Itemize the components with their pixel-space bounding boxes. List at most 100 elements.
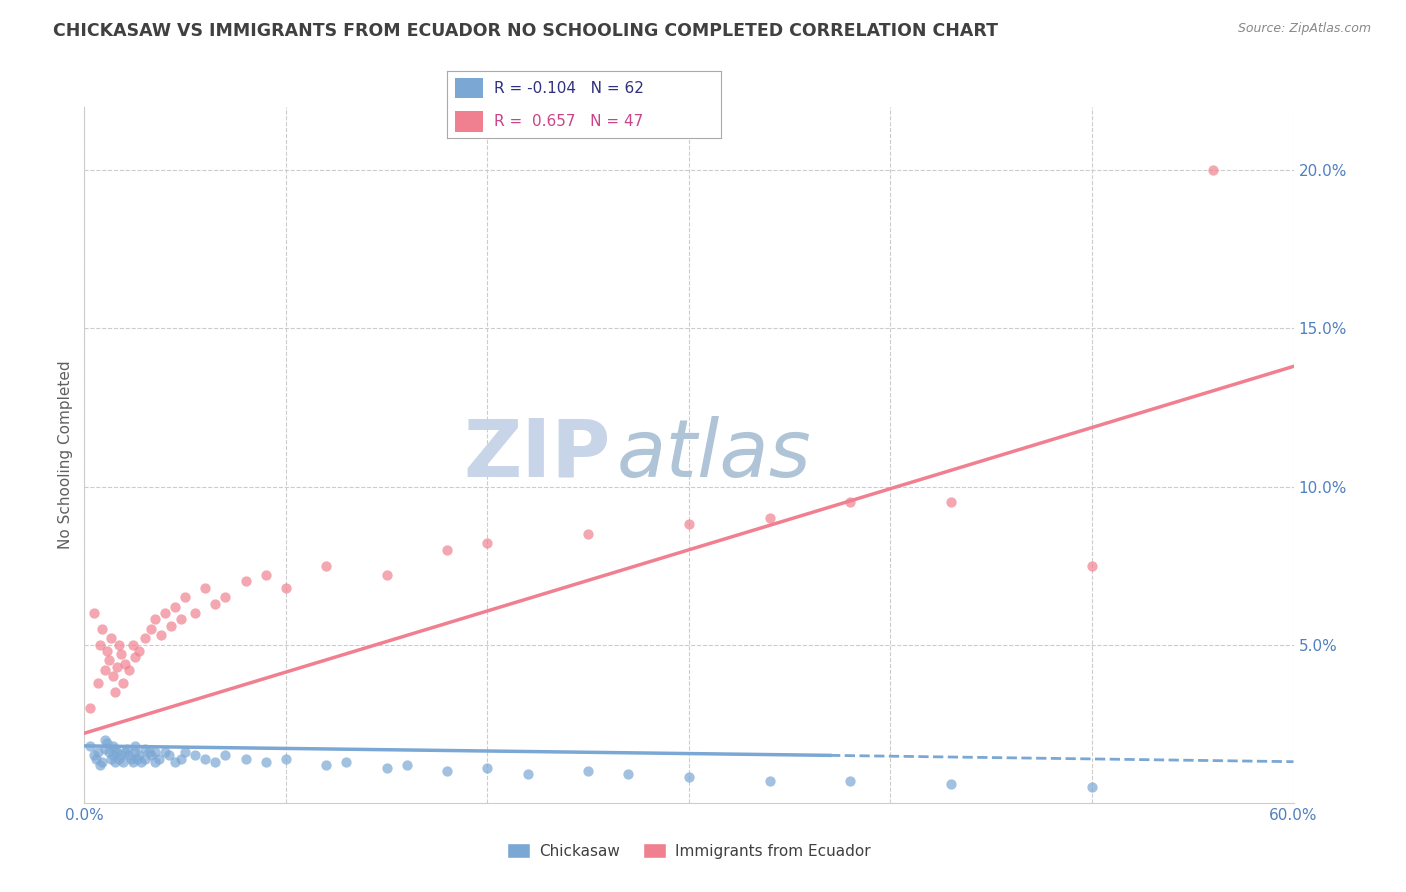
Point: [678, 771, 700, 785]
Point: [165, 599, 187, 614]
Bar: [456, 78, 482, 98]
Point: [153, 606, 176, 620]
Point: [170, 612, 193, 626]
Point: [138, 745, 160, 759]
Point: [516, 767, 538, 781]
Point: [143, 755, 166, 769]
Point: [124, 650, 146, 665]
Point: [124, 745, 146, 759]
Point: [315, 558, 337, 573]
Point: [165, 755, 187, 769]
Text: Source: ZipAtlas.com: Source: ZipAtlas.com: [1237, 22, 1371, 36]
Point: [143, 612, 166, 626]
Point: [254, 755, 277, 769]
Text: ZIP: ZIP: [463, 416, 610, 494]
Point: [335, 755, 357, 769]
Point: [93, 732, 115, 747]
Point: [184, 606, 207, 620]
Point: [101, 669, 124, 683]
Point: [839, 495, 862, 509]
Point: [100, 751, 122, 765]
Point: [128, 644, 150, 658]
Point: [93, 742, 115, 756]
Point: [235, 751, 257, 765]
Point: [235, 574, 257, 589]
Point: [153, 745, 176, 759]
Point: [134, 742, 156, 756]
Point: [839, 773, 862, 788]
Point: [576, 527, 599, 541]
Point: [101, 748, 124, 763]
Point: [139, 622, 162, 636]
Point: [114, 745, 136, 759]
Point: [114, 657, 136, 671]
Point: [1202, 163, 1225, 178]
Legend: Chickasaw, Immigrants from Ecuador: Chickasaw, Immigrants from Ecuador: [501, 837, 877, 864]
Point: [174, 591, 197, 605]
Point: [93, 663, 115, 677]
Point: [89, 638, 111, 652]
Point: [115, 742, 138, 756]
Point: [375, 568, 398, 582]
Point: [939, 495, 962, 509]
Point: [939, 777, 962, 791]
Point: [89, 757, 111, 772]
Point: [104, 685, 127, 699]
Point: [96, 644, 118, 658]
Point: [96, 736, 118, 750]
Point: [86, 751, 108, 765]
Point: [87, 675, 110, 690]
Point: [101, 739, 124, 753]
Text: atlas: atlas: [616, 416, 811, 494]
Point: [83, 606, 105, 620]
Point: [105, 660, 128, 674]
Point: [194, 581, 217, 595]
Point: [125, 751, 148, 765]
Point: [107, 638, 129, 652]
Point: [758, 773, 780, 788]
Point: [79, 701, 101, 715]
Point: [204, 755, 226, 769]
Point: [121, 755, 143, 769]
Point: [128, 748, 150, 763]
Point: [174, 745, 197, 759]
Text: R = -0.104   N = 62: R = -0.104 N = 62: [494, 80, 644, 95]
Point: [111, 755, 134, 769]
Point: [160, 618, 183, 632]
Point: [121, 638, 143, 652]
Point: [576, 764, 599, 779]
Point: [110, 748, 132, 763]
Point: [134, 632, 156, 646]
Point: [107, 751, 129, 765]
Point: [104, 742, 127, 756]
Point: [139, 748, 162, 763]
Point: [254, 568, 277, 582]
Point: [395, 757, 418, 772]
Point: [315, 757, 337, 772]
Y-axis label: No Schooling Completed: No Schooling Completed: [58, 360, 73, 549]
Point: [124, 739, 146, 753]
Point: [214, 748, 236, 763]
Point: [100, 632, 122, 646]
Point: [148, 751, 170, 765]
Point: [104, 755, 127, 769]
Point: [97, 745, 120, 759]
Point: [477, 761, 499, 775]
Point: [105, 745, 128, 759]
Point: [118, 748, 141, 763]
Point: [758, 511, 780, 525]
Point: [87, 745, 110, 759]
Text: CHICKASAW VS IMMIGRANTS FROM ECUADOR NO SCHOOLING COMPLETED CORRELATION CHART: CHICKASAW VS IMMIGRANTS FROM ECUADOR NO …: [53, 22, 998, 40]
Point: [477, 536, 499, 550]
Point: [1081, 558, 1104, 573]
Point: [184, 748, 207, 763]
Point: [149, 628, 172, 642]
Point: [194, 751, 217, 765]
Point: [79, 739, 101, 753]
Point: [436, 764, 458, 779]
Point: [274, 581, 297, 595]
Point: [129, 755, 152, 769]
Point: [204, 597, 226, 611]
Text: R =  0.657   N = 47: R = 0.657 N = 47: [494, 114, 643, 129]
Point: [91, 755, 114, 769]
